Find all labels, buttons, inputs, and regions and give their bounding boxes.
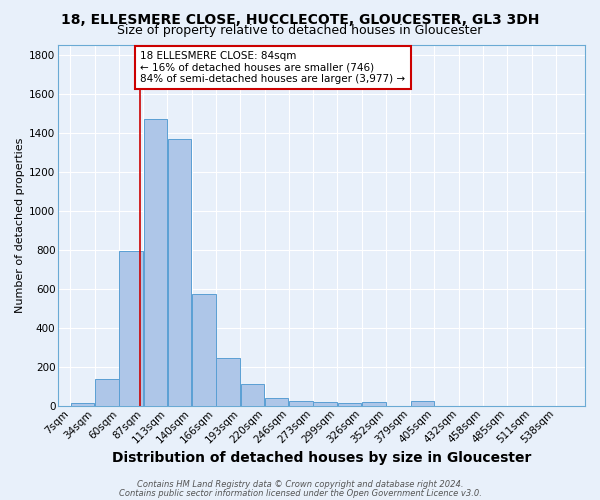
Bar [71, 404, 94, 406]
Bar [289, 400, 313, 406]
Bar [265, 398, 289, 406]
Y-axis label: Number of detached properties: Number of detached properties [15, 138, 25, 313]
Bar [217, 358, 240, 406]
Text: 18, ELLESMERE CLOSE, HUCCLECOTE, GLOUCESTER, GL3 3DH: 18, ELLESMERE CLOSE, HUCCLECOTE, GLOUCES… [61, 12, 539, 26]
X-axis label: Distribution of detached houses by size in Gloucester: Distribution of detached houses by size … [112, 451, 531, 465]
Bar [362, 402, 386, 406]
Bar [241, 384, 264, 406]
Text: 18 ELLESMERE CLOSE: 84sqm
← 16% of detached houses are smaller (746)
84% of semi: 18 ELLESMERE CLOSE: 84sqm ← 16% of detac… [140, 51, 406, 84]
Bar [119, 251, 143, 406]
Text: Size of property relative to detached houses in Gloucester: Size of property relative to detached ho… [118, 24, 482, 37]
Bar [168, 138, 191, 406]
Bar [192, 294, 215, 406]
Bar [338, 403, 361, 406]
Bar [410, 401, 434, 406]
Text: Contains HM Land Registry data © Crown copyright and database right 2024.: Contains HM Land Registry data © Crown c… [137, 480, 463, 489]
Text: Contains public sector information licensed under the Open Government Licence v3: Contains public sector information licen… [119, 488, 481, 498]
Bar [313, 402, 337, 406]
Bar [95, 379, 119, 406]
Bar [143, 118, 167, 406]
